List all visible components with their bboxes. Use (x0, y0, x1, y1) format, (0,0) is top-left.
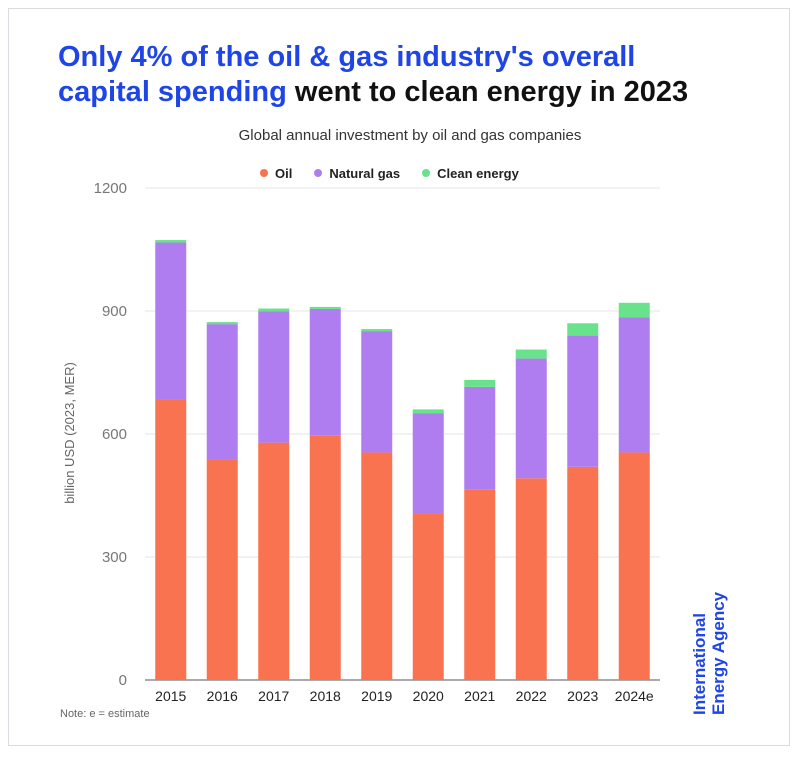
y-tick-label: 900 (102, 303, 127, 320)
bar-natural-gas-2021 (464, 386, 496, 490)
bar-natural-gas-2018 (309, 308, 341, 436)
chart-title: Only 4% of the oil & gas industry's over… (58, 40, 758, 110)
bar-clean-energy-2021 (464, 379, 496, 387)
x-tick-label: 2015 (155, 688, 186, 704)
x-tick-label: 2016 (207, 688, 238, 704)
chart-frame (8, 8, 790, 746)
bar-clean-energy-2023 (567, 323, 599, 336)
title-rest: went to clean energy in 2023 (294, 76, 689, 108)
x-tick-label: 2024e (615, 688, 654, 704)
bar-natural-gas-2022 (515, 358, 547, 479)
legend-label-clean-energy: Clean energy (437, 165, 519, 181)
bar-oil-2020 (412, 513, 444, 680)
y-tick-label: 600 (102, 426, 127, 443)
legend-item-oil: Oil (260, 164, 292, 182)
brand-line-2: Energy Agency (709, 591, 728, 715)
bar-clean-energy-2016 (206, 322, 238, 325)
bar-natural-gas-2017 (258, 311, 290, 443)
bar-natural-gas-2015 (155, 242, 187, 400)
bar-clean-energy-2024e (618, 302, 650, 318)
legend-item-clean-energy: Clean energy (422, 164, 519, 182)
bar-clean-energy-2018 (309, 306, 341, 309)
legend-swatch-natural-gas (314, 169, 323, 177)
bar-clean-energy-2022 (515, 349, 547, 359)
bar-oil-2015 (155, 399, 187, 680)
bar-clean-energy-2015 (155, 240, 187, 243)
bar-oil-2021 (464, 489, 496, 680)
bar-oil-2018 (309, 435, 341, 680)
bar-clean-energy-2017 (258, 308, 290, 312)
iea-logo-text: International Energy Agency (690, 592, 728, 715)
bar-clean-energy-2020 (412, 409, 444, 414)
bar-oil-2016 (206, 459, 238, 680)
x-tick-label: 2019 (361, 688, 392, 704)
legend-swatch-clean-energy (422, 169, 431, 177)
bar-natural-gas-2019 (361, 331, 393, 453)
x-tick-label: 2020 (413, 688, 444, 704)
y-tick-label: 1200 (94, 180, 127, 197)
x-tick-label: 2022 (516, 688, 547, 704)
x-tick-label: 2017 (258, 688, 289, 704)
title-highlight-line2: capital spending (58, 76, 287, 108)
y-tick-label: 300 (102, 549, 127, 566)
x-tick-label: 2021 (464, 688, 495, 704)
title-highlight-line1: Only 4% of the oil & gas industry's over… (58, 41, 636, 73)
x-tick-label: 2018 (310, 688, 341, 704)
bar-natural-gas-2016 (206, 324, 238, 460)
bar-oil-2024e (618, 452, 650, 680)
bar-oil-2022 (515, 478, 547, 680)
bar-natural-gas-2024e (618, 317, 650, 453)
legend-item-natural-gas: Natural gas (314, 164, 400, 182)
legend: Oil Natural gas Clean energy (260, 164, 580, 182)
chart-subtitle: Global annual investment by oil and gas … (238, 127, 582, 144)
bar-clean-energy-2019 (361, 329, 393, 332)
bar-natural-gas-2023 (567, 335, 599, 467)
brand-line-1: International (690, 612, 709, 715)
y-tick-label: 0 (119, 672, 127, 689)
x-tick-label: 2023 (567, 688, 598, 704)
bar-oil-2023 (567, 466, 599, 680)
footnote: Note: e = estimate (60, 708, 150, 720)
bar-oil-2019 (361, 452, 393, 680)
bar-natural-gas-2020 (412, 413, 444, 514)
legend-swatch-oil (260, 169, 268, 177)
legend-label-oil: Oil (275, 165, 293, 181)
legend-label-natural-gas: Natural gas (329, 165, 401, 181)
bar-oil-2017 (258, 442, 290, 680)
